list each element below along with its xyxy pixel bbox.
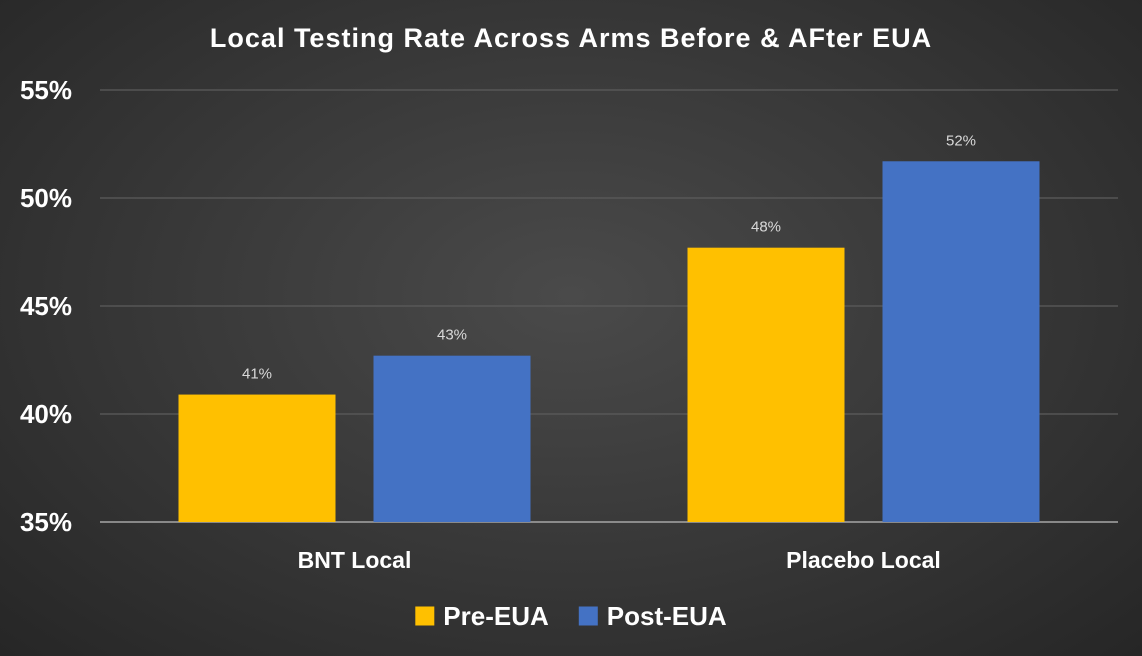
x-tick-label: Placebo Local [786,547,941,573]
y-tick-label: 35% [20,507,72,537]
data-label: 52% [946,132,976,149]
legend-swatch [415,606,435,626]
legend-item: Post-EUA [578,601,727,631]
chart-title: Local Testing Rate Across Arms Before & … [210,23,932,53]
legend-swatch [578,606,598,626]
y-axis-ticks: 35% 40% 45% 50% 55% [20,75,72,537]
data-label: 43% [437,327,467,344]
legend-item: Pre-EUA [415,601,549,631]
data-label: 41% [242,366,272,383]
bar-post-eua [373,355,531,522]
y-tick-label: 45% [20,291,72,321]
bars [178,161,1040,522]
y-tick-label: 55% [20,75,72,105]
legend-label: Pre-EUA [443,601,549,631]
bar-pre-eua [687,247,845,522]
y-tick-label: 50% [20,183,72,213]
legend: Pre-EUA Post-EUA [415,601,727,631]
data-label: 48% [751,219,781,236]
data-labels: 41% 43% 48% 52% [242,132,976,382]
bar-post-eua [882,161,1040,522]
x-tick-label: BNT Local [298,547,412,573]
bar-pre-eua [178,394,336,522]
y-tick-label: 40% [20,399,72,429]
legend-label: Post-EUA [607,601,727,631]
x-axis-ticks: BNT Local Placebo Local [298,547,941,573]
